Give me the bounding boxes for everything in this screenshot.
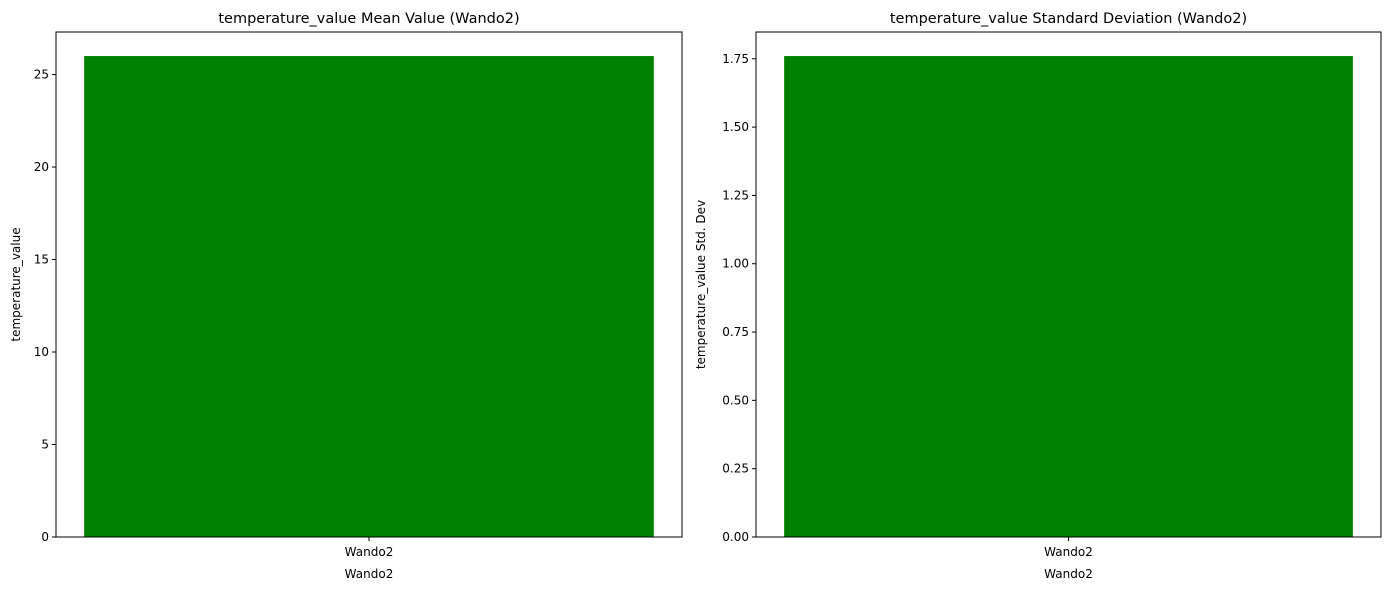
y-tick-label: 10 bbox=[34, 345, 49, 359]
x-tick-label: Wando2 bbox=[1044, 545, 1093, 559]
y-tick-label: 0 bbox=[41, 530, 49, 544]
y-tick-label: 0.25 bbox=[722, 462, 749, 476]
y-axis-label: temperature_value Std. Dev bbox=[694, 200, 708, 369]
y-tick-label: 1.00 bbox=[722, 257, 749, 271]
stddev-chart-panel: 0.00 0.25 0.50 0.75 1.00 1.25 1.50 1.75 Wando2 Wa… bbox=[694, 11, 1382, 581]
y-tick-label: 15 bbox=[34, 253, 49, 267]
chart-title: temperature_value Standard Deviation (Wa… bbox=[890, 11, 1247, 27]
chart-title: temperature_value Mean Value (Wando2) bbox=[218, 11, 519, 27]
y-tick-label: 1.25 bbox=[722, 188, 749, 202]
y-tick-label: 0.50 bbox=[722, 393, 749, 407]
y-tick-label: 20 bbox=[34, 160, 49, 174]
y-tick-label: 0.00 bbox=[722, 530, 749, 544]
x-axis-label: Wando2 bbox=[1044, 567, 1093, 581]
y-tick-label: 5 bbox=[41, 438, 49, 452]
x-axis-label: Wando2 bbox=[345, 567, 394, 581]
y-tick-label: 25 bbox=[34, 68, 49, 82]
x-tick-label: Wando2 bbox=[345, 545, 394, 559]
y-tick-label: 1.50 bbox=[722, 120, 749, 134]
y-axis-label: temperature_value bbox=[9, 227, 23, 341]
bar-wando2 bbox=[784, 56, 1353, 538]
bar-wando2 bbox=[84, 56, 654, 538]
y-tick-label: 1.75 bbox=[722, 52, 749, 66]
y-tick-label: 0.75 bbox=[722, 325, 749, 339]
mean-chart-panel: 0 5 10 15 20 25 Wando2 Wando2 temperature_value t… bbox=[9, 11, 683, 581]
